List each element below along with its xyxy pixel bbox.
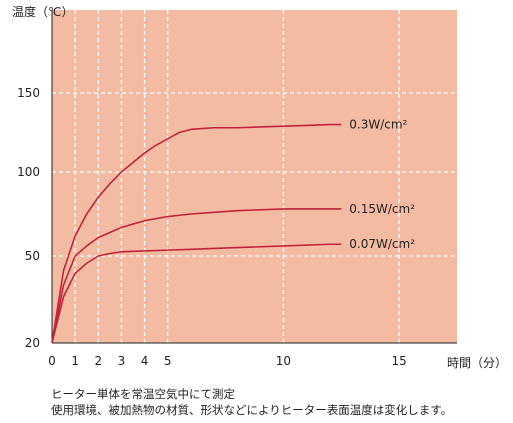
x-tick-label-15: 15 — [392, 354, 407, 368]
y-axis-label: 温度（℃） — [12, 4, 73, 19]
y-tick-label-150: 150 — [17, 86, 40, 100]
series-label-1: 0.15W/cm² — [349, 202, 415, 216]
series-lines — [51, 123, 342, 344]
x-axis-label: 時間（分） — [447, 356, 507, 370]
x-tick-label-0: 0 — [48, 354, 56, 368]
series-label-2: 0.07W/cm² — [349, 237, 415, 251]
x-tick-label-4: 4 — [141, 354, 149, 368]
series-line-0 — [51, 123, 342, 344]
x-tick-label-5: 5 — [164, 354, 172, 368]
y-tick-label-50: 50 — [25, 249, 40, 263]
note-line-1: ヒーター単体を常温空気中にて測定 — [51, 387, 235, 401]
x-tick-label-10: 10 — [276, 354, 291, 368]
y-tick-label-20: 20 — [25, 336, 40, 350]
series-labels: 0.3W/cm² 0.15W/cm² 0.07W/cm² — [349, 118, 415, 252]
series-line-2 — [51, 243, 342, 344]
x-tick-label-1: 1 — [71, 354, 79, 368]
x-tick-label-3: 3 — [118, 354, 126, 368]
x-tick-label-2: 2 — [94, 354, 102, 368]
series-line-1 — [51, 208, 342, 344]
axes — [51, 10, 457, 344]
note-line-2: 使用環境、被加熱物の材質、形状などによりヒーター表面温度は変化します。 — [51, 403, 453, 417]
y-tick-label-100: 100 — [17, 165, 40, 179]
series-label-0: 0.3W/cm² — [349, 118, 407, 132]
plot-area — [52, 10, 457, 343]
tick-labels: 0 1 2 3 4 5 10 15 20 50 100 150 — [17, 86, 407, 368]
chart-notes: ヒーター単体を常温空気中にて測定 使用環境、被加熱物の材質、形状などによりヒータ… — [51, 386, 452, 418]
grid — [52, 10, 457, 343]
